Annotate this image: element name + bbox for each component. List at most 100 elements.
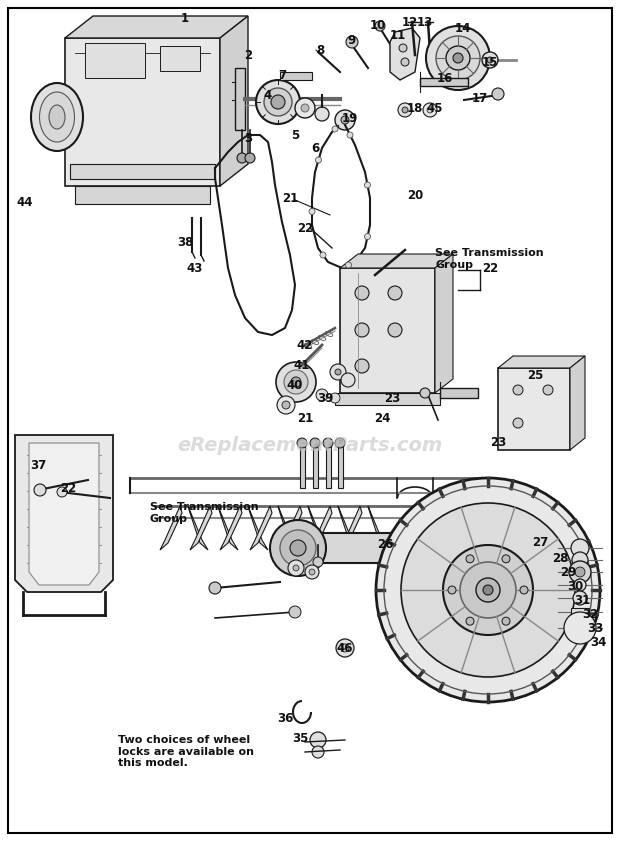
Bar xyxy=(278,533,488,563)
Bar xyxy=(235,68,245,130)
Circle shape xyxy=(502,555,510,563)
Circle shape xyxy=(448,586,456,594)
Text: 10: 10 xyxy=(370,19,386,31)
Circle shape xyxy=(301,104,309,112)
Polygon shape xyxy=(218,506,238,550)
Text: 2: 2 xyxy=(244,49,252,61)
Circle shape xyxy=(401,58,409,66)
Circle shape xyxy=(282,401,290,409)
Circle shape xyxy=(335,438,345,448)
Polygon shape xyxy=(250,506,272,550)
Text: 22: 22 xyxy=(297,221,313,235)
Circle shape xyxy=(320,252,326,258)
Circle shape xyxy=(297,438,307,448)
Text: 20: 20 xyxy=(407,188,423,202)
Circle shape xyxy=(264,88,292,116)
Bar xyxy=(75,186,210,204)
Circle shape xyxy=(316,389,328,401)
Circle shape xyxy=(423,103,437,117)
Circle shape xyxy=(305,565,319,579)
Polygon shape xyxy=(190,506,212,550)
Circle shape xyxy=(345,262,352,268)
Text: See Transmission
Group: See Transmission Group xyxy=(435,248,544,270)
Text: 23: 23 xyxy=(490,436,506,448)
Text: 43: 43 xyxy=(187,262,203,274)
Text: 21: 21 xyxy=(297,411,313,425)
Circle shape xyxy=(290,540,306,556)
Bar xyxy=(300,446,305,488)
Text: Two choices of wheel
locks are available on
this model.: Two choices of wheel locks are available… xyxy=(118,735,254,768)
Bar xyxy=(335,393,440,405)
Text: 34: 34 xyxy=(590,636,606,648)
Polygon shape xyxy=(570,356,585,450)
Text: 24: 24 xyxy=(374,411,390,425)
Polygon shape xyxy=(248,506,268,550)
Bar xyxy=(340,268,435,393)
Circle shape xyxy=(569,561,591,583)
Circle shape xyxy=(420,388,430,398)
Circle shape xyxy=(520,586,528,594)
Circle shape xyxy=(399,44,407,52)
Text: 28: 28 xyxy=(552,552,568,564)
Circle shape xyxy=(355,323,369,337)
Text: 9: 9 xyxy=(348,34,356,46)
Circle shape xyxy=(330,393,340,403)
Text: 35: 35 xyxy=(292,732,308,744)
Circle shape xyxy=(209,582,221,594)
Circle shape xyxy=(466,617,474,625)
Circle shape xyxy=(323,438,333,448)
Text: 42: 42 xyxy=(297,338,313,352)
Circle shape xyxy=(388,286,402,300)
Text: 23: 23 xyxy=(384,392,400,405)
Text: 4: 4 xyxy=(264,88,272,102)
Bar xyxy=(498,368,570,450)
Circle shape xyxy=(513,385,523,395)
Circle shape xyxy=(332,126,338,132)
Circle shape xyxy=(571,539,589,557)
Text: 45: 45 xyxy=(427,102,443,114)
Bar xyxy=(420,78,468,86)
Text: 40: 40 xyxy=(287,378,303,392)
Bar xyxy=(160,46,200,71)
Text: 11: 11 xyxy=(390,29,406,41)
Polygon shape xyxy=(368,506,388,550)
Text: 25: 25 xyxy=(527,368,543,382)
Circle shape xyxy=(388,323,402,337)
Circle shape xyxy=(376,478,600,702)
Circle shape xyxy=(310,732,326,748)
Circle shape xyxy=(288,560,304,576)
Circle shape xyxy=(309,209,315,214)
Circle shape xyxy=(289,606,301,618)
Circle shape xyxy=(575,567,585,577)
Circle shape xyxy=(312,746,324,758)
Circle shape xyxy=(341,644,349,652)
Polygon shape xyxy=(340,254,453,268)
Text: 38: 38 xyxy=(177,235,193,248)
Text: See Transmission
Group: See Transmission Group xyxy=(150,502,259,524)
Text: eReplacementParts.com: eReplacementParts.com xyxy=(177,436,443,454)
Bar xyxy=(571,608,589,616)
Text: 1: 1 xyxy=(181,12,189,24)
Polygon shape xyxy=(65,16,248,38)
Polygon shape xyxy=(280,506,302,550)
Text: 44: 44 xyxy=(17,195,33,209)
Circle shape xyxy=(316,157,322,163)
Polygon shape xyxy=(310,506,332,550)
Text: 41: 41 xyxy=(294,358,310,372)
Circle shape xyxy=(460,562,516,618)
Text: 16: 16 xyxy=(437,71,453,84)
Circle shape xyxy=(443,545,533,635)
Polygon shape xyxy=(160,506,182,550)
Text: 37: 37 xyxy=(30,458,46,472)
Text: 19: 19 xyxy=(342,112,358,124)
Text: 32: 32 xyxy=(582,607,598,621)
Circle shape xyxy=(256,80,300,124)
Circle shape xyxy=(453,53,463,63)
Text: 21: 21 xyxy=(282,192,298,204)
Polygon shape xyxy=(308,506,328,550)
Bar xyxy=(326,446,331,488)
Circle shape xyxy=(572,552,588,568)
Circle shape xyxy=(483,585,493,595)
Text: 7: 7 xyxy=(278,68,286,82)
Circle shape xyxy=(284,370,308,394)
